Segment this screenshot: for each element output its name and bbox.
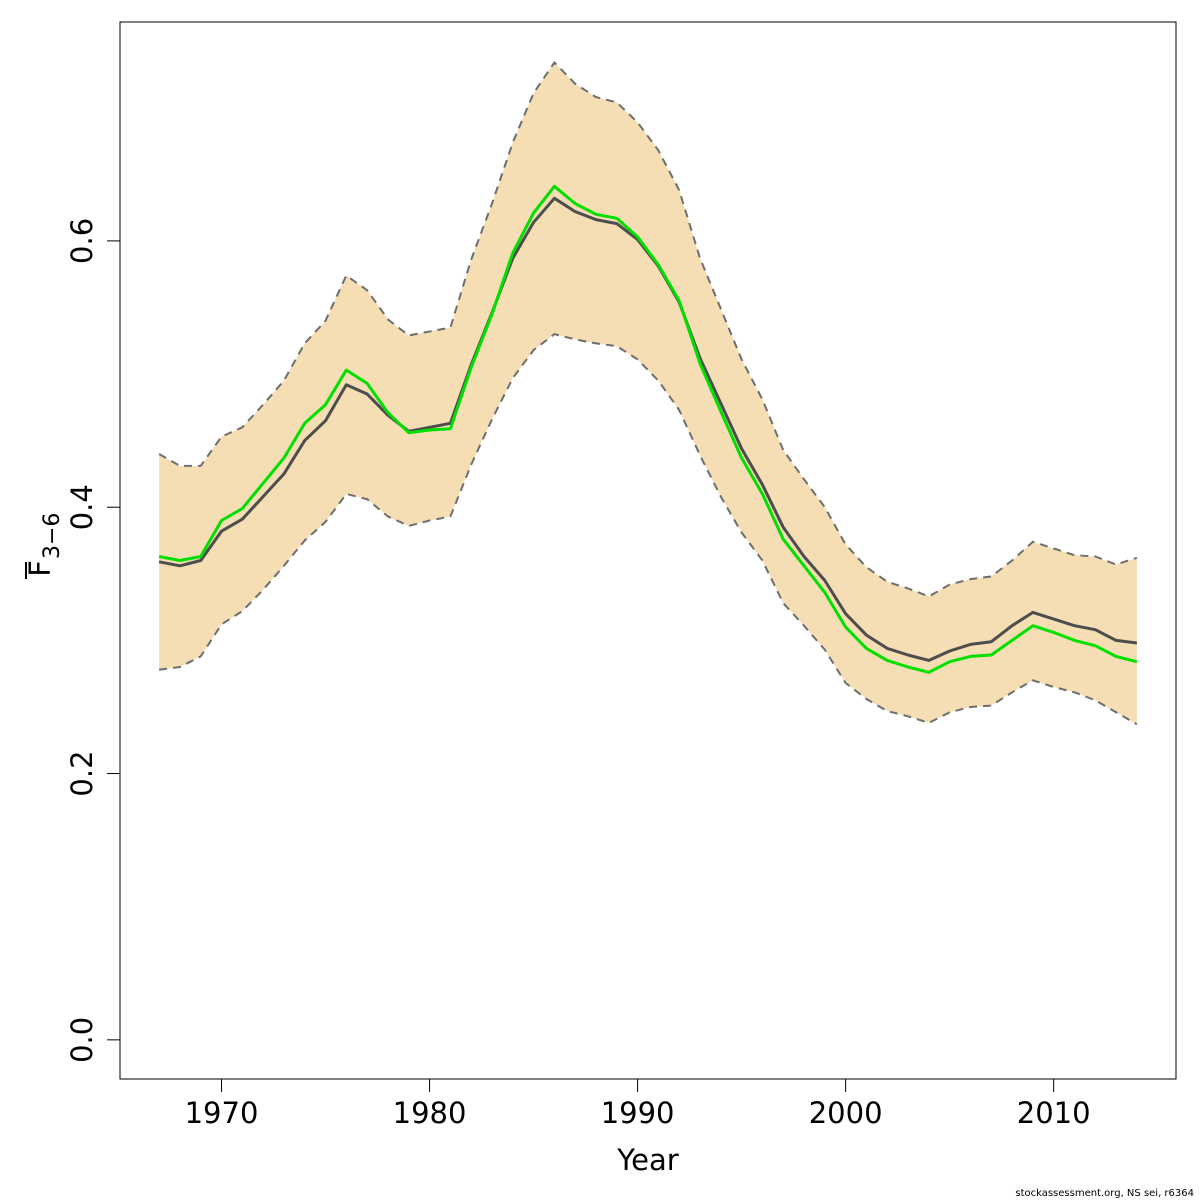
- x-tick-label: 1980: [393, 1096, 467, 1130]
- y-tick-label: 0.6: [65, 218, 99, 264]
- y-tick-label: 0.4: [65, 484, 99, 530]
- y-axis-label-subscript: 3−6: [40, 513, 65, 559]
- band-edge: [158, 333, 1138, 726]
- band-edge: [158, 60, 1138, 598]
- line: [158, 184, 1138, 674]
- x-tick-label: 2010: [1017, 1096, 1091, 1130]
- x-tick-label: 1990: [601, 1096, 675, 1130]
- y-tick-label: 0.0: [65, 1017, 99, 1063]
- plot-frame: [119, 21, 1177, 1080]
- plot-area: [158, 60, 1138, 726]
- confidence-band: [159, 62, 1137, 725]
- y-axis-label: F 3−6: [23, 513, 65, 579]
- y-tick-label: 0.2: [65, 750, 99, 796]
- x-tick-label: 2000: [809, 1096, 883, 1130]
- x-tick-label: 1970: [185, 1096, 259, 1130]
- y-axis-label-main: F: [23, 560, 57, 577]
- x-axis-label: Year: [616, 1143, 678, 1177]
- footnote: stockassessment.org, NS sei, r6364: [1015, 1188, 1194, 1199]
